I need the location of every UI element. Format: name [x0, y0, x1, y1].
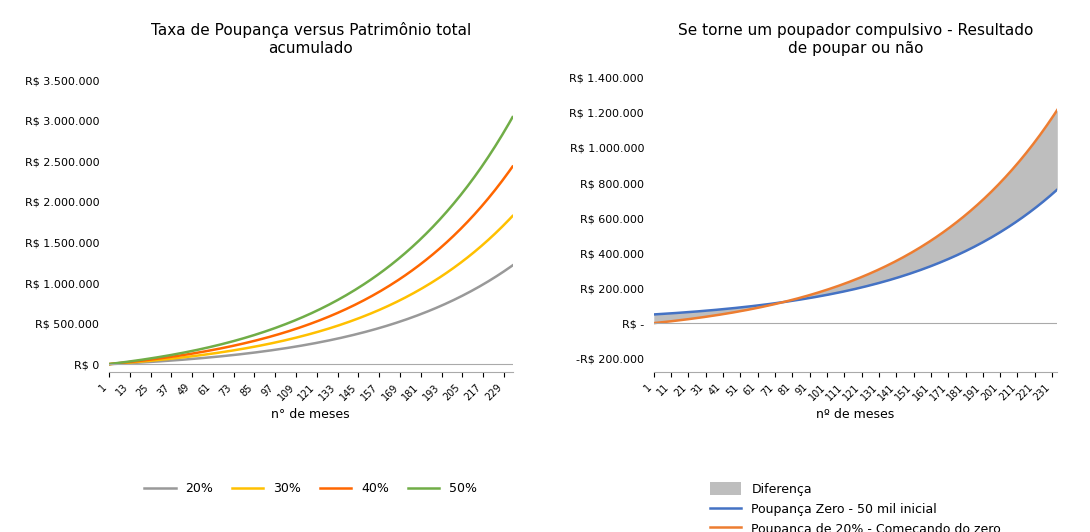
Poupança de 20% - Começando do zero [647, 320, 661, 326]
Legend: Diferença, Poupança Zero - 50 mil inicial, Poupança de 20% - Começando do zero: Diferença, Poupança Zero - 50 mil inicia… [705, 477, 1006, 532]
40% [102, 361, 116, 367]
30% [255, 342, 268, 348]
Poupança de 20% - Começando do zero [1028, 139, 1041, 145]
40% [220, 344, 233, 351]
50% [361, 279, 374, 285]
20% [255, 348, 268, 355]
Poupança de 20% - Começando do zero [674, 317, 687, 323]
Title: Se torne um poupador compulsivo - Resultado
de poupar ou não: Se torne um poupador compulsivo - Result… [678, 23, 1033, 56]
Legend: 20%, 30%, 40%, 50%: 20%, 30%, 40%, 50% [140, 477, 482, 501]
50% [487, 146, 500, 152]
Poupança de 20% - Começando do zero [800, 293, 813, 300]
Line: Poupança de 20% - Começando do zero: Poupança de 20% - Começando do zero [654, 110, 1057, 323]
Poupança de 20% - Começando do zero [1032, 134, 1045, 140]
20% [129, 360, 142, 366]
20% [220, 353, 233, 359]
20% [484, 277, 497, 284]
Poupança Zero - 50 mil inicial [1028, 205, 1041, 212]
Poupança Zero - 50 mil inicial [1051, 186, 1064, 193]
40% [129, 358, 142, 364]
40% [484, 193, 497, 200]
40% [506, 163, 519, 170]
Poupança Zero - 50 mil inicial [674, 310, 687, 316]
30% [506, 213, 519, 219]
50% [484, 151, 497, 157]
Title: Taxa de Poupança versus Patrimônio total
acumulado: Taxa de Poupança versus Patrimônio total… [150, 22, 471, 56]
30% [361, 312, 374, 318]
50% [220, 340, 233, 346]
30% [487, 232, 500, 238]
30% [220, 348, 233, 355]
50% [129, 358, 142, 364]
X-axis label: n° de meses: n° de meses [271, 408, 350, 421]
20% [102, 361, 116, 368]
40% [487, 189, 500, 195]
Poupança de 20% - Começando do zero [906, 249, 919, 255]
40% [361, 295, 374, 302]
Poupança Zero - 50 mil inicial [906, 270, 919, 276]
20% [506, 262, 519, 269]
Line: 50%: 50% [109, 117, 512, 364]
Poupança Zero - 50 mil inicial [647, 311, 661, 318]
X-axis label: nº de meses: nº de meses [816, 408, 895, 421]
Poupança Zero - 50 mil inicial [800, 295, 813, 302]
30% [129, 359, 142, 365]
30% [102, 361, 116, 368]
Line: 30%: 30% [109, 216, 512, 364]
20% [361, 328, 374, 335]
Poupança de 20% - Começando do zero [765, 302, 778, 308]
30% [484, 235, 497, 242]
Line: 40%: 40% [109, 167, 512, 364]
Poupança de 20% - Começando do zero [1051, 107, 1064, 113]
Line: 20%: 20% [109, 265, 512, 364]
Line: Poupança Zero - 50 mil inicial: Poupança Zero - 50 mil inicial [654, 189, 1057, 314]
50% [255, 329, 268, 336]
20% [487, 275, 500, 281]
Poupança Zero - 50 mil inicial [765, 301, 778, 307]
50% [506, 114, 519, 120]
50% [102, 361, 116, 367]
Poupança Zero - 50 mil inicial [1032, 202, 1045, 209]
40% [255, 336, 268, 342]
